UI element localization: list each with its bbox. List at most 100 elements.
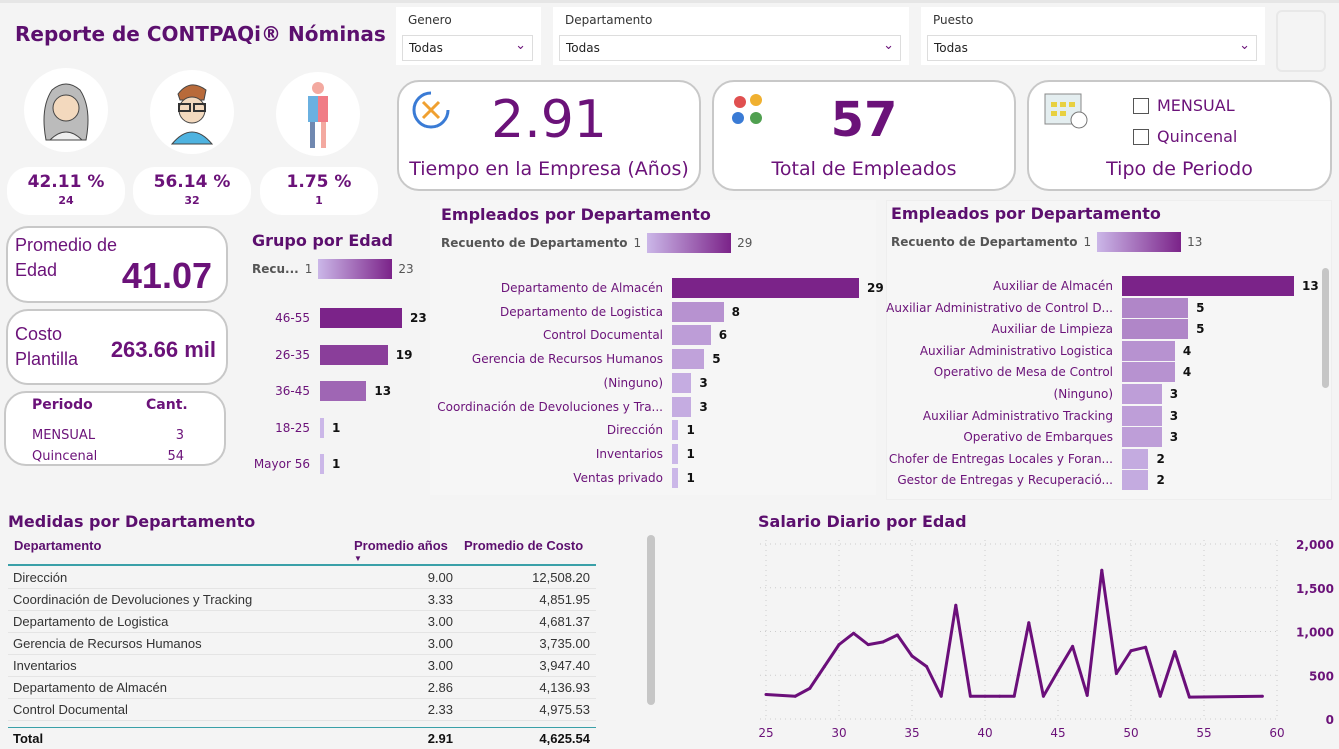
cost-cell: 3,735.00 [539, 636, 590, 651]
col-promedio-costo[interactable]: Promedio de Costo [464, 538, 584, 553]
years-cell: 9.00 [427, 570, 453, 585]
quincenal-checkbox[interactable]: Quincenal [1133, 127, 1237, 146]
period-row-name: Quincenal [32, 449, 98, 464]
cost-cell: 12,508.20 [532, 570, 590, 585]
departamento-slicer[interactable]: Departamento Todas ⌄ [553, 7, 909, 65]
position-bar[interactable] [1122, 470, 1149, 491]
puesto-slicer[interactable]: Puesto Todas ⌄ [921, 7, 1265, 65]
department-bar[interactable] [672, 278, 859, 298]
salary-point [1100, 568, 1104, 572]
y-tick-label: 1,500 [1296, 582, 1334, 596]
man-avatar-icon [150, 70, 234, 154]
measures-title: Medidas por Departamento [8, 512, 256, 531]
position-bar[interactable] [1122, 297, 1189, 318]
departamento-dropdown[interactable]: Todas ⌄ [559, 35, 901, 61]
position-bar[interactable] [1122, 384, 1162, 404]
department-cell: Departamento de Logistica [13, 614, 169, 629]
legend-label: Recuento de Departamento [441, 236, 628, 250]
table-row[interactable]: Control Documental 2.33 4,975.53 [8, 699, 596, 721]
table-row[interactable]: Departamento de Logistica 3.00 4,681.37 [8, 611, 596, 633]
position-bar[interactable] [1122, 405, 1162, 426]
department-bar[interactable] [672, 349, 705, 370]
col-promedio-anos[interactable]: Promedio años [354, 538, 448, 553]
departamento-label: Departamento [565, 13, 653, 27]
col-departamento[interactable]: Departamento [14, 538, 102, 553]
position-label: Auxiliar de Limpieza [991, 322, 1113, 337]
position-chart-scrollbar[interactable] [1322, 268, 1329, 388]
table-row[interactable]: Coordinación de Devoluciones y Tracking 3… [8, 589, 596, 611]
female-percent: 42.11 % [27, 172, 105, 192]
genero-label: Genero [408, 13, 452, 27]
female-count: 24 [58, 194, 74, 207]
position-value: 3 [1169, 408, 1179, 423]
top-bar [0, 0, 1339, 3]
position-bar[interactable] [1122, 448, 1149, 469]
salary-line-chart: 0 500 1,000 1,500 2,000 25 30 35 40 45 50 55 60 [758, 538, 1334, 740]
age-group-bar[interactable] [320, 417, 324, 438]
cant-header: Cant. [146, 397, 188, 413]
table-row[interactable]: Gerencia de Recursos Humanos 3.00 3,735.00 [8, 633, 596, 655]
age-chart-legend: Recu... 1 23 [252, 259, 414, 279]
salary-point [1085, 693, 1089, 697]
position-bar[interactable] [1122, 276, 1294, 296]
salary-point [866, 643, 870, 647]
position-label: Gestor de Entregas y Recuperació... [897, 473, 1113, 488]
position-label: (Ninguno) [1053, 387, 1113, 401]
position-bar[interactable] [1122, 340, 1175, 361]
total-anos: 2.91 [427, 731, 453, 746]
employees-value: 57 [830, 92, 898, 148]
employees-card: 57 Total de Empleados [712, 80, 1016, 191]
table-scrollbar[interactable] [647, 535, 655, 705]
reset-filters-icon[interactable] [1276, 10, 1326, 72]
table-row[interactable]: Departamento de Almacén 2.86 4,136.93 [8, 677, 596, 699]
table-row[interactable]: Inventarios 3.00 3,947.40 [8, 655, 596, 677]
table-row[interactable]: Dirección 9.00 12,508.20 [8, 567, 596, 589]
salary-point [1056, 669, 1060, 673]
position-bar[interactable] [1122, 362, 1175, 383]
genero-slicer[interactable]: Genero Todas ⌄ [396, 7, 541, 65]
salary-point [1027, 621, 1031, 625]
age-group-value: 13 [374, 384, 392, 398]
legend-max: 13 [1187, 235, 1203, 249]
position-bar[interactable] [1122, 427, 1162, 448]
position-bar[interactable] [1122, 319, 1189, 340]
salary-point [1173, 650, 1177, 654]
other-count: 1 [315, 194, 323, 207]
cost-value: 263.66 mil [110, 337, 216, 362]
mensual-checkbox[interactable]: MENSUAL [1133, 96, 1235, 115]
department-value: 1 [686, 446, 695, 461]
department-label: Departamento de Logistica [500, 304, 663, 319]
age-group-bar[interactable] [320, 381, 367, 401]
department-bar[interactable] [672, 325, 711, 346]
other-percent: 1.75 % [286, 172, 352, 192]
department-bar[interactable] [672, 443, 679, 464]
years-cell: 3.33 [427, 592, 453, 607]
age-group-label: Mayor 56 [253, 457, 310, 471]
age-group-bar[interactable] [320, 344, 388, 365]
genero-dropdown[interactable]: Todas ⌄ [402, 35, 533, 61]
x-tick-label: 60 [1269, 726, 1284, 740]
puesto-dropdown[interactable]: Todas ⌄ [927, 35, 1257, 61]
department-label: Coordinación de Devoluciones y Tra... [437, 399, 663, 414]
salary-point [1041, 694, 1045, 698]
chevron-down-icon: ⌄ [515, 38, 526, 53]
department-bar[interactable] [672, 396, 692, 417]
avg-age-label: Promedio de Edad [15, 235, 118, 280]
period-type-card: MENSUAL Quincenal Tipo de Periodo [1027, 80, 1332, 191]
x-tick-label: 25 [758, 726, 773, 740]
department-bar[interactable] [672, 301, 724, 322]
title-panel [4, 8, 382, 62]
department-cell: Control Documental [13, 702, 128, 717]
age-group-bar[interactable] [320, 454, 324, 474]
age-group-value: 1 [332, 420, 341, 435]
years-cell: 3.00 [427, 614, 453, 629]
position-chart-title: Empleados por Departamento [891, 204, 1161, 223]
age-group-bar[interactable] [320, 308, 402, 328]
avg-age-value: 41.07 [121, 255, 212, 296]
period-row-count: 3 [175, 428, 184, 443]
chevron-down-icon: ⌄ [883, 38, 894, 53]
department-bar[interactable] [672, 467, 679, 488]
department-bar[interactable] [672, 420, 679, 441]
department-bar[interactable] [672, 372, 692, 393]
position-value: 3 [1169, 387, 1179, 401]
